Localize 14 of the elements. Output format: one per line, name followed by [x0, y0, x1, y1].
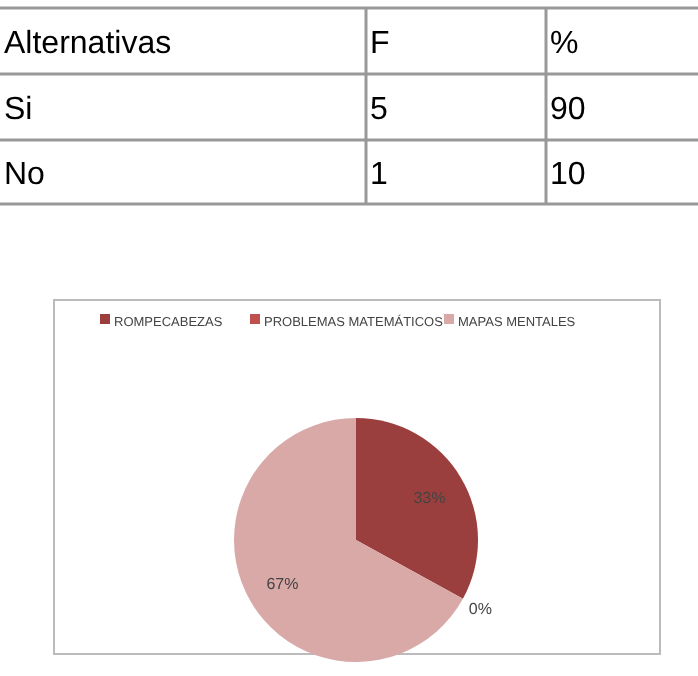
- text: F: [370, 27, 390, 61]
- text: Alternativas: [4, 27, 172, 61]
- text: 10: [550, 158, 586, 192]
- text: 90: [550, 93, 586, 127]
- text: 0%: [468, 600, 492, 619]
- text: 1: [370, 158, 388, 192]
- data-label: 67%: [266, 575, 299, 594]
- text: No: [4, 158, 46, 192]
- text: %: [550, 27, 579, 61]
- pie-slice: [356, 418, 478, 599]
- text: 5: [370, 93, 388, 127]
- pie-slice: [234, 418, 463, 662]
- text: Si: [4, 93, 33, 127]
- data-label: 33%: [413, 488, 446, 507]
